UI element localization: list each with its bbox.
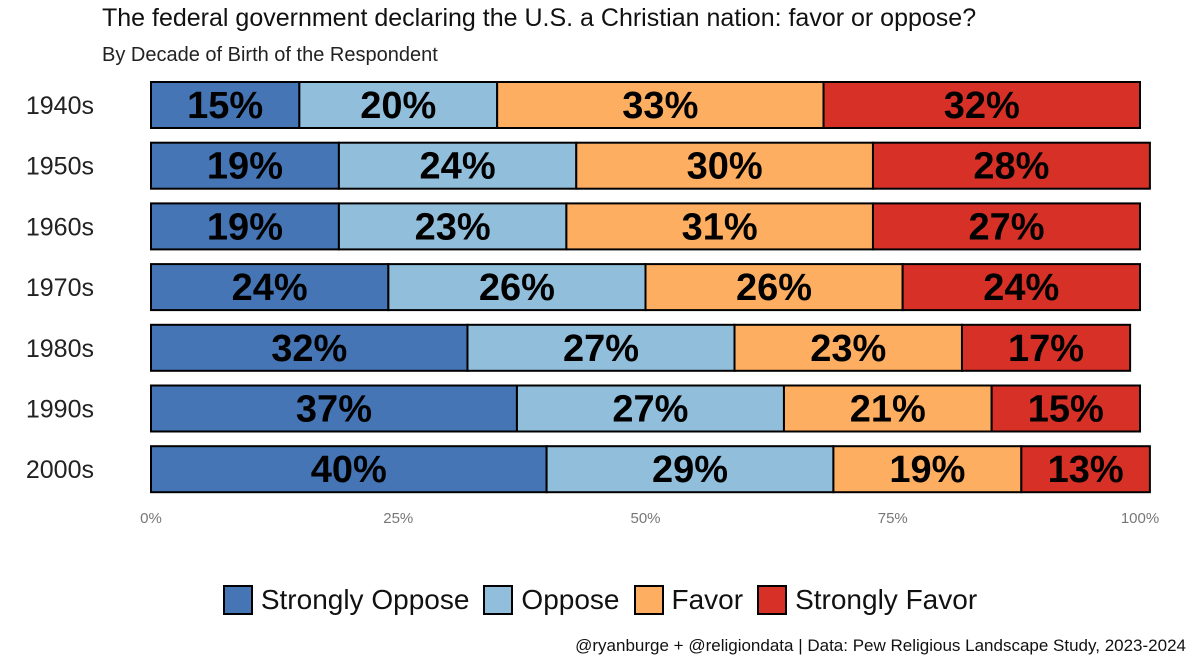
x-tick-label: 50% — [630, 510, 660, 527]
legend-item-strongly-oppose: Strongly Oppose — [222, 584, 470, 616]
legend-item-favor: Favor — [633, 584, 744, 616]
legend: Strongly Oppose Oppose Favor Strongly Fa… — [0, 584, 1200, 616]
bar-segment — [150, 202, 340, 251]
bar-segment — [545, 445, 835, 494]
bar-value-label: 31% — [682, 206, 758, 248]
legend-label-oppose: Oppose — [521, 584, 620, 615]
bar-value-label: 13% — [1048, 449, 1124, 491]
bar-value-label: 21% — [850, 389, 926, 431]
chart-title: The federal government declaring the U.S… — [102, 4, 977, 32]
bar-segment — [150, 445, 548, 494]
category-label: 1970s — [26, 274, 94, 302]
bar-value-label: 27% — [563, 328, 639, 370]
x-tick-label: 25% — [383, 510, 413, 527]
bar-segment — [822, 81, 1142, 129]
legend-label-strongly-favor: Strongly Favor — [795, 584, 978, 615]
bar-value-label: 23% — [810, 328, 886, 370]
bar-value-label: 24% — [983, 267, 1059, 309]
bar-segment — [466, 323, 736, 372]
x-tick-label: 100% — [1121, 510, 1159, 527]
bar-value-label: 37% — [296, 389, 372, 431]
bar-segment — [1020, 445, 1151, 494]
bar-value-label: 20% — [360, 85, 436, 127]
bar-segment — [960, 323, 1132, 372]
bar-segment — [733, 323, 963, 372]
bar-segment — [150, 323, 469, 372]
bar-segment — [782, 384, 993, 433]
caption: @ryanburge + @religiondata | Data: Pew R… — [575, 636, 1186, 655]
category-label: 1950s — [26, 153, 94, 181]
category-label: 1960s — [26, 213, 94, 241]
legend-swatch-oppose — [483, 585, 514, 615]
bar-value-label: 19% — [207, 206, 283, 248]
legend-label-favor: Favor — [671, 584, 744, 615]
bar-segment — [990, 384, 1142, 433]
bar-value-label: 24% — [420, 146, 496, 188]
bar-segment — [565, 202, 874, 251]
bar-segment — [832, 445, 1023, 494]
bar-value-label: 32% — [944, 85, 1020, 127]
x-tick-label: 75% — [878, 510, 908, 527]
bar-value-label: 15% — [187, 85, 263, 127]
bar-value-label: 17% — [1008, 328, 1084, 370]
legend-item-oppose: Oppose — [483, 584, 620, 616]
bar-value-label: 19% — [207, 146, 283, 188]
bar-value-label: 26% — [479, 267, 555, 309]
chart-subtitle: By Decade of Birth of the Respondent — [102, 44, 438, 66]
bar-value-label: 27% — [612, 389, 688, 431]
bar-segment — [901, 263, 1142, 312]
bar-segment — [871, 141, 1151, 190]
category-label: 1980s — [26, 335, 94, 363]
legend-item-strongly-favor: Strongly Favor — [757, 584, 977, 616]
bar-value-label: 23% — [415, 206, 491, 248]
bar-value-label: 29% — [652, 449, 728, 491]
bar-segment — [387, 263, 647, 312]
legend-swatch-favor — [633, 585, 664, 615]
bar-value-label: 30% — [687, 146, 763, 188]
category-label: 2000s — [26, 456, 94, 484]
bar-value-label: 26% — [736, 267, 812, 309]
bar-segment — [871, 202, 1141, 251]
bar-segment — [575, 141, 874, 190]
bar-value-label: 24% — [232, 267, 308, 309]
bar-segment — [337, 202, 568, 251]
bar-value-label: 19% — [889, 449, 965, 491]
legend-swatch-strongly-favor — [757, 585, 788, 615]
bar-value-label: 27% — [968, 206, 1044, 248]
bar-value-label: 28% — [973, 146, 1049, 188]
bar-segment — [150, 81, 301, 129]
bar-segment — [150, 141, 340, 190]
category-label: 1990s — [26, 396, 94, 424]
bar-value-label: 40% — [311, 449, 387, 491]
x-tick-label: 0% — [140, 510, 162, 527]
bar-segment — [496, 81, 825, 129]
legend-label-strongly-oppose: Strongly Oppose — [260, 584, 470, 615]
bar-segment — [337, 141, 578, 190]
category-label: 1940s — [26, 92, 94, 120]
bar-value-label: 32% — [271, 328, 347, 370]
legend-swatch-strongly-oppose — [222, 585, 253, 615]
bar-value-label: 33% — [622, 85, 698, 127]
bar-segment — [515, 384, 785, 433]
bar-value-label: 15% — [1028, 389, 1104, 431]
